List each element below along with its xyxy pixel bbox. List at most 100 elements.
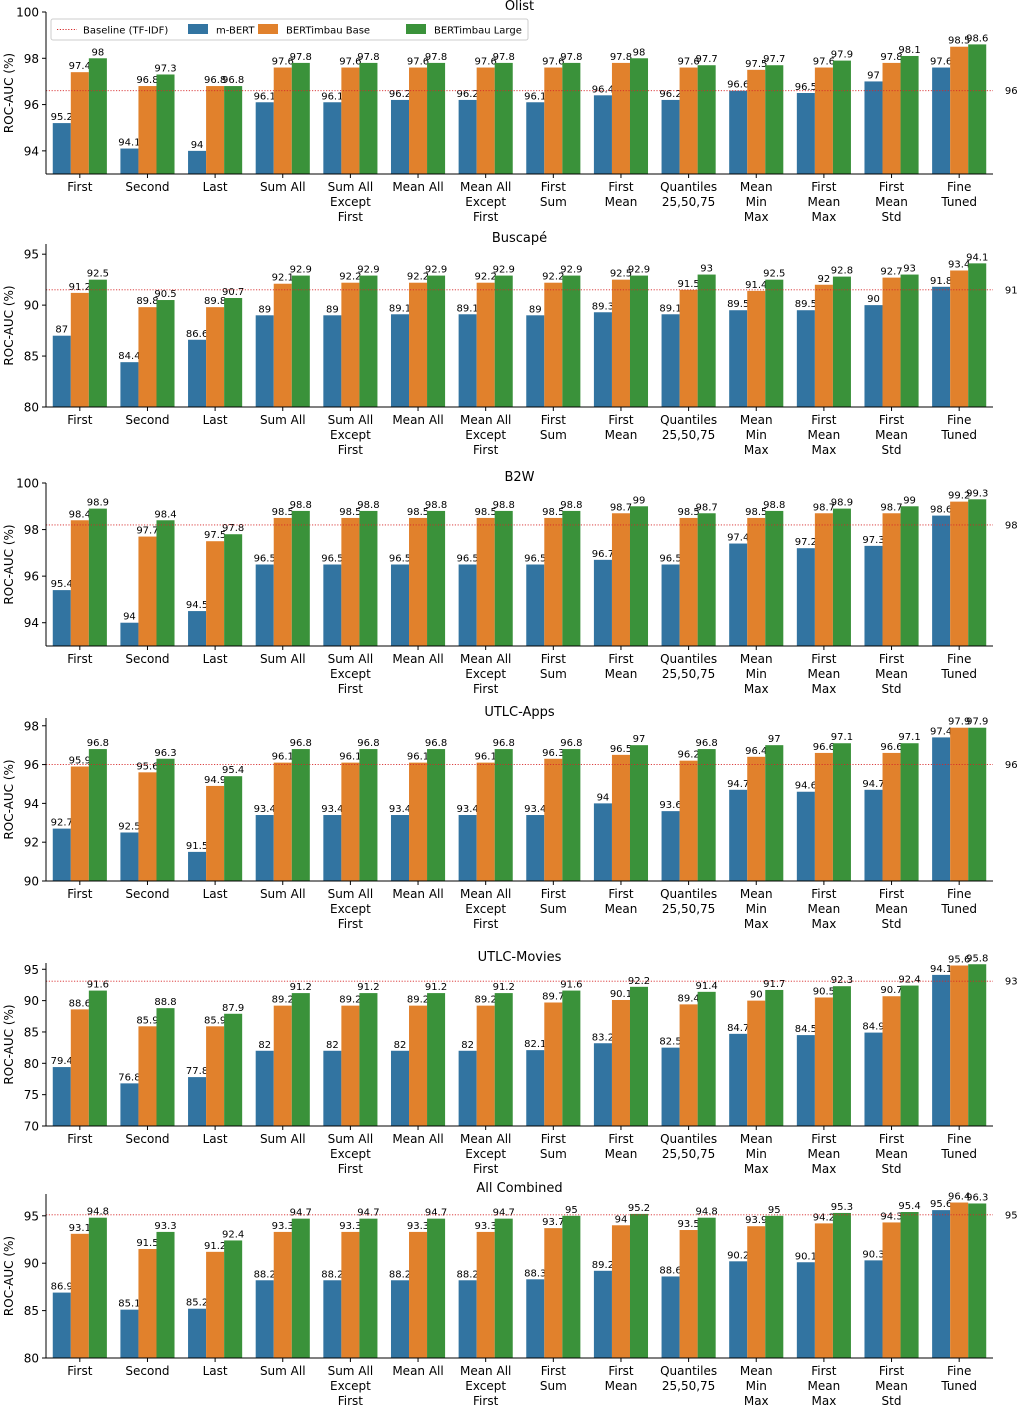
bar-value-label: 92.1: [272, 273, 294, 284]
bar-value-label: 98.5: [339, 507, 361, 518]
bar: [494, 62, 513, 174]
bar: [138, 1026, 157, 1126]
bar: [120, 832, 139, 881]
x-tick-label-line: First: [541, 652, 567, 666]
x-tick-label-line: Mean: [740, 652, 773, 666]
bar-value-label: 91.6: [560, 980, 582, 991]
x-tick-label-line: Sum All: [260, 887, 306, 901]
bar: [679, 289, 698, 407]
x-tick-label-line: Mean All: [392, 887, 443, 901]
x-tick-label-line: Fine: [947, 887, 971, 901]
bar: [765, 989, 784, 1126]
x-tick-label-line: 25,50,75: [662, 1147, 715, 1161]
bar-value-label: 94.1: [966, 252, 988, 263]
bar: [562, 510, 581, 646]
bar: [729, 1033, 748, 1126]
bar-value-label: 91.2: [69, 282, 91, 293]
bar-value-label: 96.4: [948, 1192, 970, 1203]
bar: [882, 996, 901, 1126]
bar-value-label: 93: [700, 264, 713, 275]
bar: [679, 760, 698, 881]
bar-value-label: 96.1: [272, 752, 294, 763]
x-tick-label-line: Tuned: [940, 902, 977, 916]
x-tick-label-line: First: [67, 887, 93, 901]
bar: [882, 752, 901, 881]
x-tick-label-line: Mean: [875, 428, 908, 442]
x-tick-label: Mean Min Max: [740, 1364, 773, 1407]
bar-value-label: 93.1: [69, 1223, 91, 1234]
x-tick-label-line: First: [338, 1394, 364, 1407]
bar: [390, 1050, 410, 1126]
bar-value-label: 96.4: [745, 746, 767, 757]
y-tick-label: 100: [16, 477, 39, 491]
bar: [120, 362, 139, 407]
bar-value-label: 89.2: [407, 995, 429, 1006]
bar: [390, 815, 410, 881]
bar: [747, 69, 766, 174]
bar: [765, 745, 784, 881]
bar-value-label: 96.3: [542, 748, 564, 759]
x-tick-label: First Sum: [540, 887, 567, 916]
bar: [882, 62, 901, 174]
bar-value-label: 96.7: [592, 549, 614, 560]
bar: [291, 993, 310, 1126]
bar-value-label: 91.4: [745, 280, 767, 291]
bar-value-label: 94.8: [87, 1207, 109, 1218]
bar: [832, 508, 851, 646]
bar: [120, 622, 139, 646]
chart-panel: Olist ROC-AUC (%) 95.2 94.1 94 96.1 96.1 96.2 96…: [2, 0, 1017, 224]
x-tick-label-line: Std: [882, 682, 902, 696]
bar: [206, 1251, 225, 1358]
bar: [765, 65, 784, 174]
bar: [70, 1233, 89, 1358]
x-tick-label-line: Second: [125, 180, 169, 194]
x-tick-label-line: First: [473, 917, 499, 931]
bar: [359, 749, 378, 881]
x-tick-label-line: Mean: [808, 428, 841, 442]
bar-value-label: 93.3: [407, 1221, 429, 1232]
bar: [882, 277, 901, 407]
x-tick-label-line: First: [811, 652, 837, 666]
x-tick-label-line: Except: [330, 1147, 371, 1161]
bar: [88, 1217, 107, 1358]
x-tick-label-line: Mean: [740, 180, 773, 194]
bar-value-label: 89.2: [592, 1260, 614, 1271]
bar-value-label: 93: [903, 264, 916, 275]
bar: [291, 62, 310, 174]
bar-value-label: 95.4: [51, 579, 73, 590]
legend-swatch: [406, 24, 426, 34]
x-tick-label: Sum All Except First: [328, 413, 374, 457]
bar-value-label: 89.1: [389, 303, 411, 314]
bar-value-label: 93.4: [254, 804, 276, 815]
bar-value-label: 97.9: [948, 717, 970, 728]
x-tick-label-line: Sum All: [328, 413, 374, 427]
bar: [206, 541, 225, 646]
y-axis-label: ROC-AUC (%): [2, 524, 16, 604]
baseline-value-label: 91.5: [1005, 285, 1017, 296]
x-tick-label-line: Tuned: [940, 428, 977, 442]
x-tick-label: Mean All: [392, 413, 443, 427]
bar-value-label: 92.4: [898, 975, 920, 986]
x-tick-label-line: Quantiles: [660, 413, 717, 427]
y-tick-label: 95: [24, 248, 39, 262]
y-tick-label: 95: [24, 963, 39, 977]
bar: [156, 74, 175, 174]
bar: [156, 1008, 175, 1126]
x-tick-label-line: Sum: [540, 1147, 567, 1161]
x-tick-label-line: Sum All: [328, 652, 374, 666]
x-tick-label-line: Sum: [540, 1379, 567, 1393]
bar-value-label: 97.8: [880, 52, 902, 63]
x-tick-label-line: Sum: [540, 667, 567, 681]
x-tick-label-line: Quantiles: [660, 1132, 717, 1146]
x-tick-label: Quantiles 25,50,75: [660, 887, 717, 916]
bar: [409, 1005, 428, 1126]
bar-value-label: 85.1: [118, 1299, 140, 1310]
bar: [832, 60, 851, 174]
bar: [255, 1050, 274, 1126]
x-tick-label-line: Mean All: [392, 413, 443, 427]
x-tick-label-line: Sum: [540, 195, 567, 209]
bar-value-label: 99: [903, 495, 916, 506]
bar-value-label: 98.5: [677, 507, 699, 518]
bar-value-label: 94.7: [727, 779, 749, 790]
x-tick-label: First: [67, 1132, 93, 1146]
